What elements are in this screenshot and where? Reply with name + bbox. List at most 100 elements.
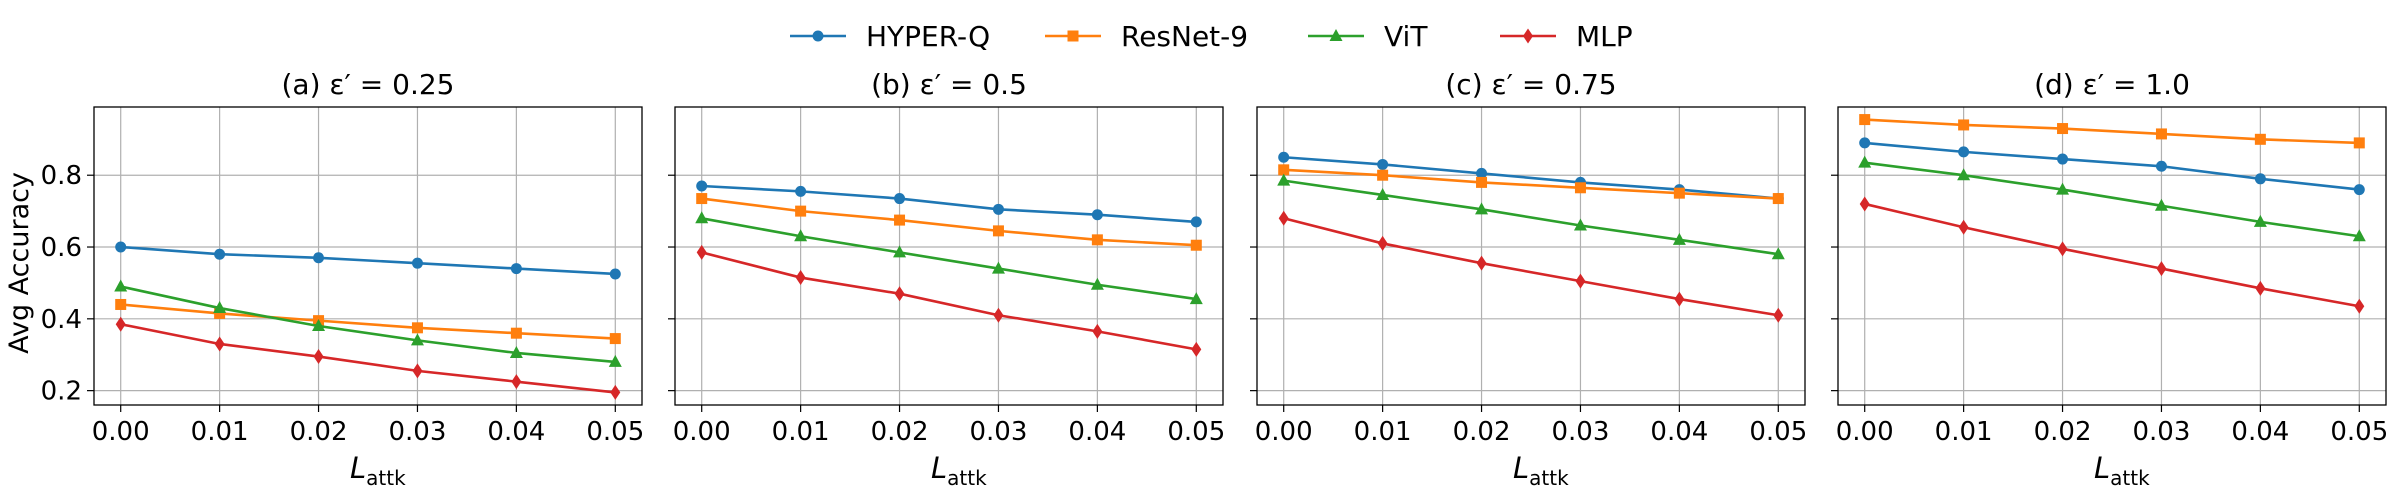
data-point [2155, 160, 2167, 172]
data-point [1958, 219, 1969, 235]
x-tick-label: 0.02 [1453, 417, 1511, 447]
data-point [1575, 273, 1586, 289]
series-hyper-q [1859, 137, 2365, 196]
data-point [2353, 137, 2365, 149]
data-point [1278, 210, 1289, 226]
data-point [1475, 202, 1489, 215]
data-point [2353, 184, 2365, 196]
x-tick-label: 0.02 [2034, 417, 2092, 447]
series-line [1864, 141, 2360, 191]
data-point [410, 333, 424, 346]
data-point [213, 301, 227, 314]
panel-b: (b) ε′ = 0.5 0.00 0.01 0.02 0.03 0.04 0.05 Latt… [668, 68, 1225, 490]
x-tick-label: 0.00 [1255, 417, 1313, 447]
data-point [115, 298, 127, 310]
panels: (a) ε′ = 0.25 0.00 0.01 0.02 0.03 0.04 0.05 0.2… [41, 68, 2389, 490]
data-point [1476, 167, 1488, 179]
plot-frame [674, 106, 1224, 406]
data-point [313, 349, 324, 365]
data-point [795, 270, 806, 286]
data-point [1476, 176, 1488, 188]
panel-title: (a) ε′ = 0.25 [281, 68, 454, 101]
x-tick-label: 0.03 [1552, 417, 1610, 447]
data-point [894, 214, 906, 226]
x-tick-label: 0.05 [586, 417, 644, 447]
legend-marker [812, 30, 824, 42]
series-vit [1277, 173, 1785, 260]
data-point [695, 211, 709, 224]
panel-title: (d) ε′ = 1.0 [2034, 68, 2190, 101]
series-line [701, 251, 1197, 351]
y-tick-label: 0.8 [41, 161, 82, 191]
data-point [991, 261, 1005, 274]
x-axis-label: Lattk [1513, 451, 1569, 490]
y-tick-label: 0.6 [41, 233, 82, 263]
data-point [2057, 153, 2069, 165]
data-point [1672, 232, 1686, 245]
x-axis-label: Lattk [2094, 451, 2150, 490]
x-tick-label: 0.04 [487, 417, 545, 447]
x-axis-label: Lattk [350, 451, 406, 490]
x-tick-label: 0.04 [1650, 417, 1708, 447]
legend-marker [1067, 30, 1079, 42]
series-line [1864, 202, 2360, 308]
series-line [1283, 168, 1779, 200]
legend-marker [1523, 28, 1533, 44]
series-vit [1858, 155, 2366, 242]
x-tick-label: 0.04 [1068, 417, 1126, 447]
data-point [115, 316, 126, 332]
legend-label: ViT [1384, 20, 1428, 53]
series-mlp [696, 244, 1202, 357]
x-tick-label: 0.05 [2330, 417, 2388, 447]
data-point [610, 384, 621, 400]
data-point [1859, 196, 1870, 212]
data-point [1377, 235, 1388, 251]
y-tick-label: 0.4 [41, 305, 82, 335]
data-point [2057, 123, 2069, 135]
data-point [1859, 114, 1871, 126]
panel-title: (c) ε′ = 0.75 [1445, 68, 1616, 101]
series-hyper-q [696, 180, 1202, 228]
data-point [510, 327, 522, 339]
data-point [993, 307, 1004, 323]
legend-marker [1329, 29, 1343, 41]
legend-entry-mlp: MLP [1500, 20, 1633, 53]
series-line [1283, 179, 1779, 256]
data-point [1376, 187, 1390, 200]
x-tick-label: 0.05 [1167, 417, 1225, 447]
legend-entry-vit: ViT [1308, 20, 1428, 53]
data-point [696, 180, 708, 192]
data-point [411, 257, 423, 269]
data-point [696, 193, 708, 205]
data-point [509, 345, 523, 358]
panel-c: (c) ε′ = 0.75 0.00 0.01 0.02 0.03 0.04 0.05 Lat… [1250, 68, 1807, 490]
series-resnet-9 [696, 193, 1202, 251]
x-tick-label: 0.01 [1935, 417, 1993, 447]
data-point [1573, 218, 1587, 231]
data-point [214, 248, 226, 260]
data-point [2253, 214, 2267, 227]
data-point [1189, 292, 1203, 305]
data-point [214, 307, 226, 319]
data-point [1091, 234, 1103, 246]
data-point [1377, 158, 1389, 170]
data-point [511, 374, 522, 390]
data-point [794, 229, 808, 242]
data-point [312, 319, 326, 332]
x-tick-label: 0.02 [290, 417, 348, 447]
data-point [412, 363, 423, 379]
data-point [1190, 239, 1202, 251]
data-point [696, 244, 707, 260]
data-point [1771, 247, 1785, 260]
data-point [1092, 323, 1103, 339]
x-axis-label: Lattk [931, 451, 987, 490]
data-point [510, 263, 522, 275]
series-line [701, 197, 1197, 247]
data-point [1859, 137, 1871, 149]
series-mlp [1859, 196, 2365, 314]
plot-frame [93, 106, 643, 406]
series-line [701, 184, 1197, 224]
data-point [1278, 164, 1290, 176]
panel-a: (a) ε′ = 0.25 0.00 0.01 0.02 0.03 0.04 0.05 0.2… [41, 68, 645, 490]
